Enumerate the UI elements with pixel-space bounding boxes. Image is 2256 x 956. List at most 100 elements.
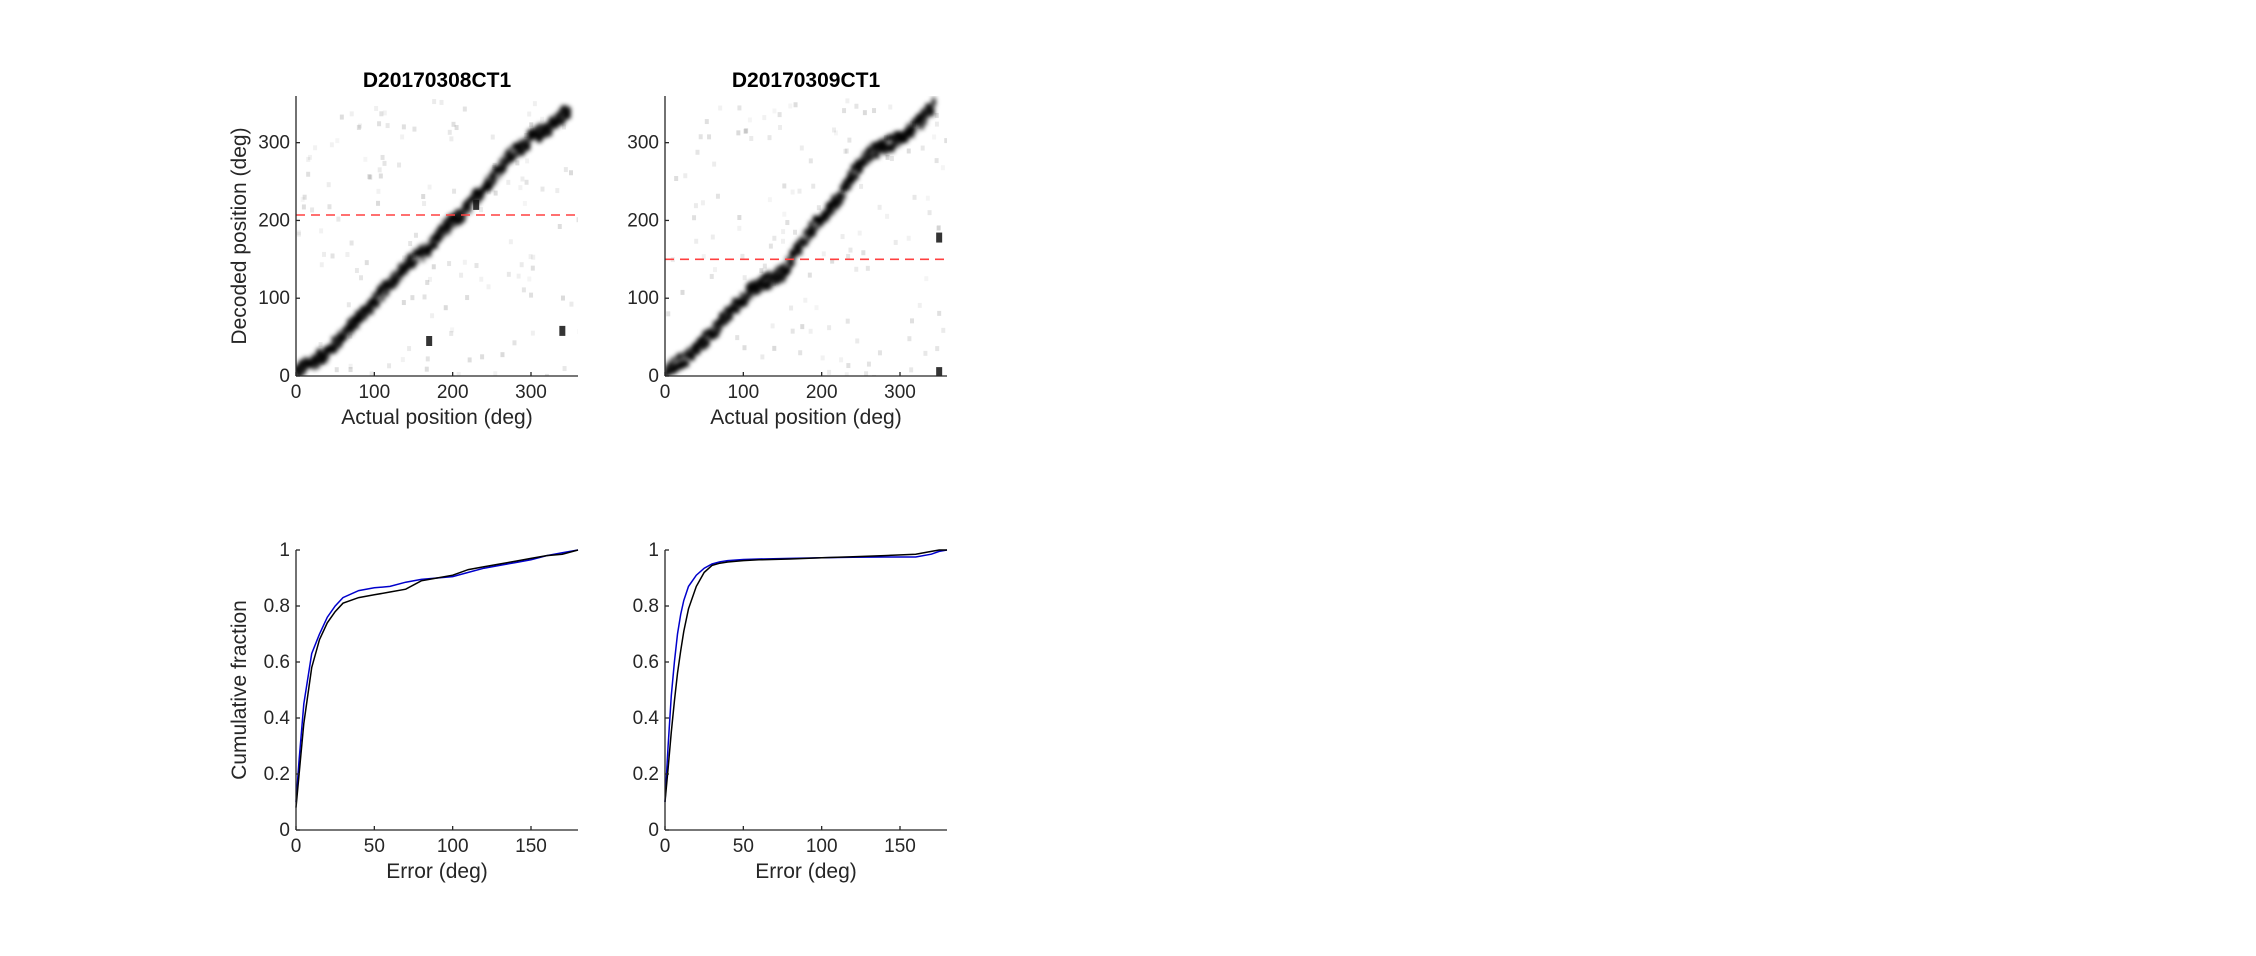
heatmap-cell [530, 265, 535, 271]
heatmap-cell [547, 130, 553, 137]
heatmap-cell [577, 329, 578, 335]
heatmap-cell [322, 251, 327, 257]
heatmap-cell [465, 295, 470, 301]
heatmap-cell [772, 235, 777, 241]
heatmap-cell [296, 366, 302, 373]
heatmap-cell [830, 208, 836, 215]
heatmap-cell [889, 156, 894, 162]
x-tick-label: 100 [727, 382, 759, 403]
heatmap-cell [864, 159, 870, 166]
heatmap-cell [523, 137, 529, 144]
heatmap-cell [456, 371, 461, 376]
heatmap-cell [667, 359, 673, 366]
heatmap-cell [680, 289, 685, 295]
heatmap-cell [317, 347, 322, 354]
heatmap-cell [767, 197, 772, 203]
heatmap-cell [534, 125, 540, 132]
heatmap-cell [881, 137, 887, 144]
heatmap-cell [318, 342, 323, 348]
heatmap-cell [408, 241, 413, 247]
heatmap-cell [426, 250, 432, 257]
heatmap-cell [830, 202, 836, 209]
heatmap-cell [924, 276, 929, 282]
heatmap-cell [439, 233, 445, 240]
heatmap-cell [323, 357, 329, 364]
heatmap-cell [555, 188, 560, 194]
heatmap-cell [917, 302, 922, 308]
heatmap-cell [762, 263, 767, 269]
heatmap-cell [841, 193, 847, 200]
heatmap-cell [379, 295, 385, 302]
heatmap-cell [300, 196, 305, 202]
heatmap-cell [853, 173, 859, 180]
heatmap-cell [562, 366, 567, 372]
heatmap-cell [831, 194, 837, 201]
heatmap-cell [811, 226, 817, 233]
heatmap-cell [518, 185, 523, 191]
heatmap-cell [781, 229, 786, 235]
heatmap-cell [771, 280, 776, 286]
heatmap-cell [934, 121, 939, 127]
heatmap-cell [936, 225, 941, 231]
series-line-1 [664, 549, 948, 803]
heatmap-cell [525, 158, 530, 164]
heatmap-cell [382, 160, 387, 166]
heatmap-cell [576, 217, 578, 223]
heatmap-cell [709, 273, 714, 279]
heatmap-cell [326, 182, 331, 188]
heatmap-cell [490, 172, 496, 179]
heatmap-cell [443, 305, 448, 311]
heatmap-cell [843, 148, 848, 154]
heatmap-cell [781, 262, 787, 269]
heatmap-cell [400, 134, 405, 140]
heatmap-cell [431, 264, 436, 270]
heatmap-cell [337, 341, 343, 348]
heatmap-cell [307, 154, 312, 160]
heatmap-cell [439, 99, 444, 105]
heatmap-cell [348, 363, 353, 369]
heatmap-cell [418, 246, 424, 253]
series-line-2 [295, 549, 579, 808]
heatmap-cell [695, 348, 701, 355]
heatmap-cell [368, 308, 374, 315]
heatmap-cell [447, 261, 452, 267]
heatmap-cell [944, 138, 947, 144]
heatmap-cell [723, 318, 729, 325]
heatmap-cell [537, 135, 543, 142]
x-tick-label: 200 [437, 382, 469, 403]
heatmap-cell [916, 123, 921, 129]
heatmap-cell [728, 313, 734, 320]
heatmap-cell [694, 238, 699, 244]
y-tick-label: 100 [627, 288, 659, 309]
heatmap-cell [816, 205, 821, 211]
heatmap-cell [797, 249, 803, 256]
heatmap-cell [528, 254, 533, 260]
heatmap-cell [767, 283, 773, 290]
heatmap-cell [770, 280, 776, 287]
heatmap-cell [319, 228, 324, 234]
heatmap-cell [846, 253, 851, 259]
heatmap-cell [845, 318, 850, 324]
heatmap-cell [787, 255, 793, 262]
heatmap-cell [737, 105, 742, 111]
heatmap-cell [432, 242, 438, 249]
heatmap-cell [315, 362, 321, 369]
y-tick-label: 0.4 [264, 708, 291, 729]
heatmap-cell [895, 141, 901, 148]
heatmap-cell [529, 122, 534, 128]
heatmap-cell [380, 154, 385, 160]
heatmap-cell [844, 372, 849, 376]
heatmap-cell [336, 216, 341, 222]
x-tick-label: 50 [364, 836, 385, 857]
heatmap-cell [566, 107, 572, 114]
heatmap-cell [526, 138, 532, 145]
heatmap-cell [524, 133, 529, 139]
heatmap-cell [712, 320, 718, 327]
heatmap-cell [847, 137, 852, 143]
heatmap-cell [845, 98, 850, 104]
heatmap-cell [935, 346, 940, 352]
heatmap-cell [449, 330, 454, 336]
heatmap-cell [748, 281, 754, 288]
heatmap-cell [717, 317, 723, 324]
heatmap-cell [514, 151, 520, 158]
